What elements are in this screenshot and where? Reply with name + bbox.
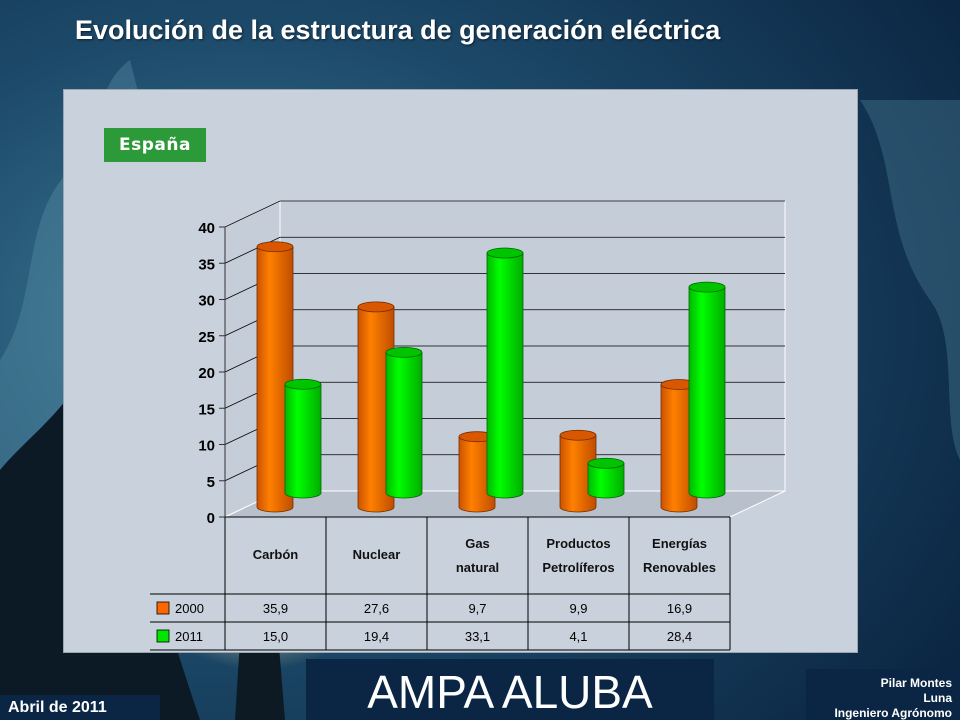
bar-2011-0 <box>284 383 322 499</box>
y-tick-label: 0 <box>207 510 215 527</box>
bar-2011-4 <box>688 286 726 499</box>
data-label-2000: 9,9 <box>569 601 587 616</box>
y-tick-label: 10 <box>198 438 215 455</box>
bar-top-2011-4 <box>688 281 726 293</box>
bar-top-2011-2 <box>486 247 524 259</box>
legend-label-2000: 2000 <box>175 601 204 616</box>
legend-swatch-2011 <box>156 629 170 643</box>
bar-2000-0 <box>256 246 294 513</box>
category-label: Carbón <box>253 547 299 562</box>
data-label-2000: 9,7 <box>468 601 486 616</box>
data-label-2011: 15,0 <box>263 629 288 644</box>
bar-2011-1 <box>385 351 423 499</box>
data-label-2000: 27,6 <box>364 601 389 616</box>
bar-top-2011-0 <box>284 378 322 390</box>
data-label-2011: 33,1 <box>465 629 490 644</box>
bar-2000-4 <box>660 384 698 513</box>
region-badge: España <box>104 128 206 162</box>
category-label: Nuclear <box>353 547 401 562</box>
data-label-2000: 16,9 <box>667 601 692 616</box>
bar-2011-3 <box>587 462 625 499</box>
data-label-2000: 35,9 <box>263 601 288 616</box>
bar-2000-2 <box>458 436 496 513</box>
footer-author: Pilar Montes Luna Ingeniero Agrónomo <box>806 669 960 720</box>
author-surname: Luna <box>923 691 952 705</box>
slide-title: Evolución de la estructura de generación… <box>75 15 721 45</box>
category-label: Gas <box>465 536 490 551</box>
category-label: Energías <box>652 536 707 551</box>
y-tick-label: 35 <box>198 256 215 273</box>
bar-2000-3 <box>559 434 597 513</box>
footer-brand: AMPA ALUBA <box>367 666 653 718</box>
gridline <box>224 236 785 264</box>
y-tick-label: 20 <box>198 365 215 382</box>
bar-top-2000-0 <box>256 241 294 253</box>
category-label: natural <box>456 560 499 575</box>
bar-top-2011-1 <box>385 346 423 358</box>
category-label: Petrolíferos <box>542 560 614 575</box>
bar-2011-2 <box>486 252 524 499</box>
y-tick-label: 5 <box>207 474 215 491</box>
author-name: Pilar Montes <box>880 676 952 690</box>
bar-top-2000-1 <box>357 301 395 313</box>
y-tick-label: 15 <box>198 401 215 418</box>
legend-label-2011: 2011 <box>175 629 203 644</box>
gridline <box>224 200 785 228</box>
footer-date: Abril de 2011 <box>0 695 160 720</box>
bar-top-2000-3 <box>559 429 597 441</box>
data-label-2011: 19,4 <box>364 629 389 644</box>
category-label: Renovables <box>643 560 716 575</box>
legend-swatch-2000 <box>156 601 170 615</box>
bar-2000-1 <box>357 306 395 513</box>
author-title: Ingeniero Agrónomo <box>834 706 952 720</box>
y-tick-label: 25 <box>198 329 215 346</box>
data-label-2011: 28,4 <box>667 629 692 644</box>
data-label-2011: 4,1 <box>569 629 587 644</box>
footer-band <box>306 659 714 720</box>
y-tick-label: 40 <box>198 220 215 237</box>
y-tick-label: 30 <box>198 293 215 310</box>
category-label: Productos <box>546 536 610 551</box>
bar-top-2011-3 <box>587 457 625 469</box>
